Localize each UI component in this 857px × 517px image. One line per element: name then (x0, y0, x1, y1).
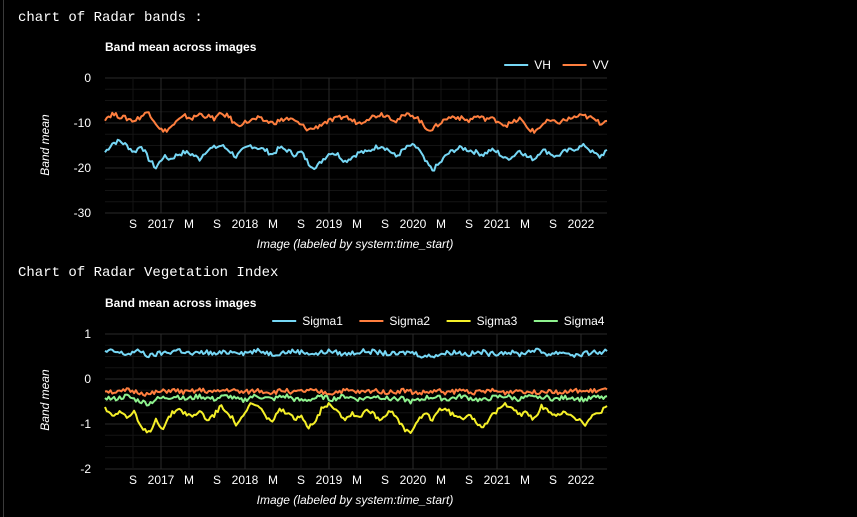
x-tick-label: S (465, 473, 473, 487)
vegetation-index-chart[interactable]: Band mean across images 1 0 -1 -2 S 2017 M S 20… (0, 292, 857, 517)
legend-label-sigma2: Sigma2 (389, 314, 430, 328)
series-line-sigma2 (104, 387, 608, 397)
x-tick-label: 2022 (568, 473, 595, 487)
x-tick-label: M (268, 473, 278, 487)
chart-legend: Sigma4 Sigma3 Sigma2 Sigma1 (272, 314, 605, 328)
x-tick-label: 2017 (148, 473, 175, 487)
x-tick-label: 2022 (568, 217, 595, 231)
chart-title: Band mean across images (105, 40, 257, 54)
left-gutter-rule (3, 0, 4, 517)
x-tick-label: M (184, 473, 194, 487)
y-axis-ticks: 0 -10 -20 -30 (74, 71, 92, 220)
output-label-vegetation-index: Chart of Radar Vegetation Index (18, 265, 279, 281)
x-tick-label: M (436, 473, 446, 487)
x-tick-label: M (268, 217, 278, 231)
y-tick-label: -10 (74, 116, 92, 130)
legend-label-sigma4: Sigma4 (564, 314, 605, 328)
series-line-vv (104, 111, 608, 134)
chart-series-lines (104, 111, 608, 172)
series-line-sigma4 (104, 393, 608, 407)
x-tick-label: S (213, 217, 221, 231)
x-axis-label: Image (labeled by system:time_start) (257, 237, 454, 251)
y-tick-label: -20 (74, 161, 92, 175)
x-tick-label: M (436, 217, 446, 231)
chart-legend: VV VH (504, 58, 609, 72)
x-tick-label: S (129, 473, 137, 487)
y-axis-ticks: 1 0 -1 -2 (80, 327, 91, 476)
x-tick-label: 2018 (232, 217, 259, 231)
output-label-radar-bands: chart of Radar bands : (18, 10, 203, 26)
x-tick-label: S (129, 217, 137, 231)
x-tick-label: S (381, 217, 389, 231)
y-tick-label: 0 (84, 71, 91, 85)
series-line-sigma3 (104, 402, 608, 434)
x-tick-label: M (184, 217, 194, 231)
x-tick-label: 2021 (484, 473, 511, 487)
y-tick-label: -2 (80, 462, 91, 476)
series-line-sigma1 (104, 347, 608, 359)
x-tick-label: 2019 (316, 217, 343, 231)
x-axis-label: Image (labeled by system:time_start) (257, 493, 454, 507)
x-tick-label: M (520, 217, 530, 231)
chart-title: Band mean across images (105, 296, 257, 310)
legend-label-vv: VV (593, 58, 609, 72)
x-axis-ticks: S 2017 M S 2018 M S 2019 M S 2020 M S 2021 M S 2022 (129, 473, 595, 487)
x-tick-label: 2017 (148, 217, 175, 231)
y-axis-label: Band mean (38, 369, 52, 431)
x-tick-label: 2019 (316, 473, 343, 487)
x-tick-label: M (352, 217, 362, 231)
y-tick-label: -30 (74, 206, 92, 220)
x-tick-label: S (549, 217, 557, 231)
series-line-vh (104, 138, 608, 172)
legend-label-sigma3: Sigma3 (477, 314, 518, 328)
x-tick-label: 2018 (232, 473, 259, 487)
x-tick-label: S (297, 217, 305, 231)
x-tick-label: S (549, 473, 557, 487)
radar-bands-chart[interactable]: Band mean across images 0 -10 -20 -30 S 2017… (0, 36, 857, 266)
x-tick-label: S (465, 217, 473, 231)
x-tick-label: S (213, 473, 221, 487)
chart-grid (105, 77, 607, 214)
chart-series-lines (104, 347, 608, 434)
x-tick-label: S (381, 473, 389, 487)
legend-label-sigma1: Sigma1 (302, 314, 343, 328)
x-tick-label: M (520, 473, 530, 487)
legend-label-vh: VH (534, 58, 551, 72)
y-tick-label: 1 (84, 327, 91, 341)
x-axis-ticks: S 2017 M S 2018 M S 2019 M S 2020 M S 2021 M S 2022 (129, 217, 595, 231)
y-tick-label: -1 (80, 417, 91, 431)
x-tick-label: 2021 (484, 217, 511, 231)
y-tick-label: 0 (84, 372, 91, 386)
x-tick-label: 2020 (400, 473, 427, 487)
y-axis-label: Band mean (38, 114, 52, 176)
x-tick-label: M (352, 473, 362, 487)
x-tick-label: 2020 (400, 217, 427, 231)
x-tick-label: S (297, 473, 305, 487)
